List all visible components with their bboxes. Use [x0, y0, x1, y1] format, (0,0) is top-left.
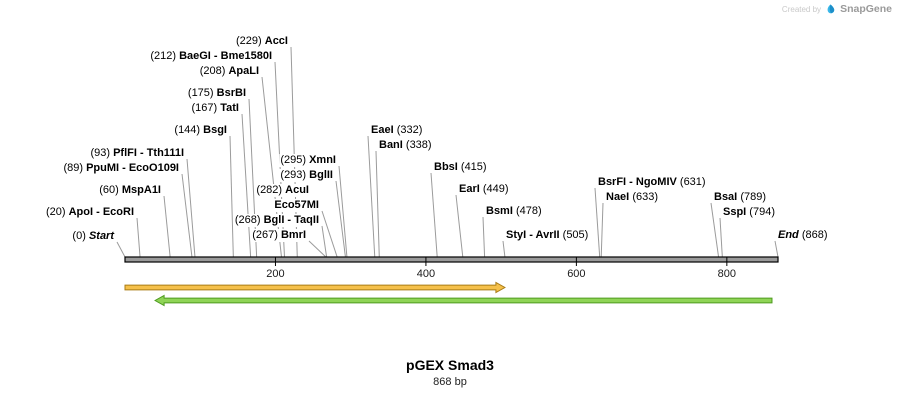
site-connector-line [594, 187, 601, 258]
site-connector-line [367, 135, 376, 258]
site-connector-line [430, 172, 438, 258]
site-connector-line [335, 180, 346, 258]
watermark: Created by SnapGene [782, 3, 892, 15]
ruler-tick-label: 600 [567, 268, 585, 280]
site-connector-line [719, 217, 723, 258]
site-connector-line [248, 98, 258, 258]
site-connector-line [241, 113, 252, 258]
site-connector-line [321, 225, 328, 258]
watermark-created-by-label: Created by [781, 4, 822, 14]
site-connector-line [774, 240, 779, 258]
site-connector-line [308, 240, 327, 258]
site-connector-line [321, 210, 338, 258]
site-connector-line [274, 61, 285, 258]
map-length: 868 bp [433, 376, 467, 388]
forward-feature-arrow [124, 281, 506, 294]
map-footer: pGEX Smad3 868 bp [0, 357, 900, 388]
snapgene-logo-icon [825, 4, 836, 15]
site-connector-line [710, 202, 720, 258]
site-connector-line [600, 202, 604, 258]
site-connector-line [229, 135, 234, 258]
site-connector-line [163, 195, 171, 258]
ruler-tick-label: 400 [417, 268, 435, 280]
ruler-tick-label: 800 [718, 268, 736, 280]
ruler-bar [124, 256, 779, 263]
ruler-tick-label: 200 [266, 268, 284, 280]
map-title: pGEX Smad3 [406, 357, 494, 373]
site-connector-line [181, 173, 193, 258]
site-connector-line [482, 216, 486, 258]
site-connector-line [186, 158, 196, 258]
site-connector-line [290, 46, 298, 258]
site-connector-line [502, 240, 506, 258]
site-connector-line [455, 194, 464, 258]
site-connector-line [375, 150, 380, 258]
site-connector-line [116, 241, 126, 258]
site-connector-line [338, 165, 348, 258]
site-connector-line [261, 76, 282, 258]
watermark-brand-label: SnapGene [840, 3, 892, 15]
reverse-feature-arrow [154, 294, 773, 307]
site-connector-line [136, 217, 141, 258]
